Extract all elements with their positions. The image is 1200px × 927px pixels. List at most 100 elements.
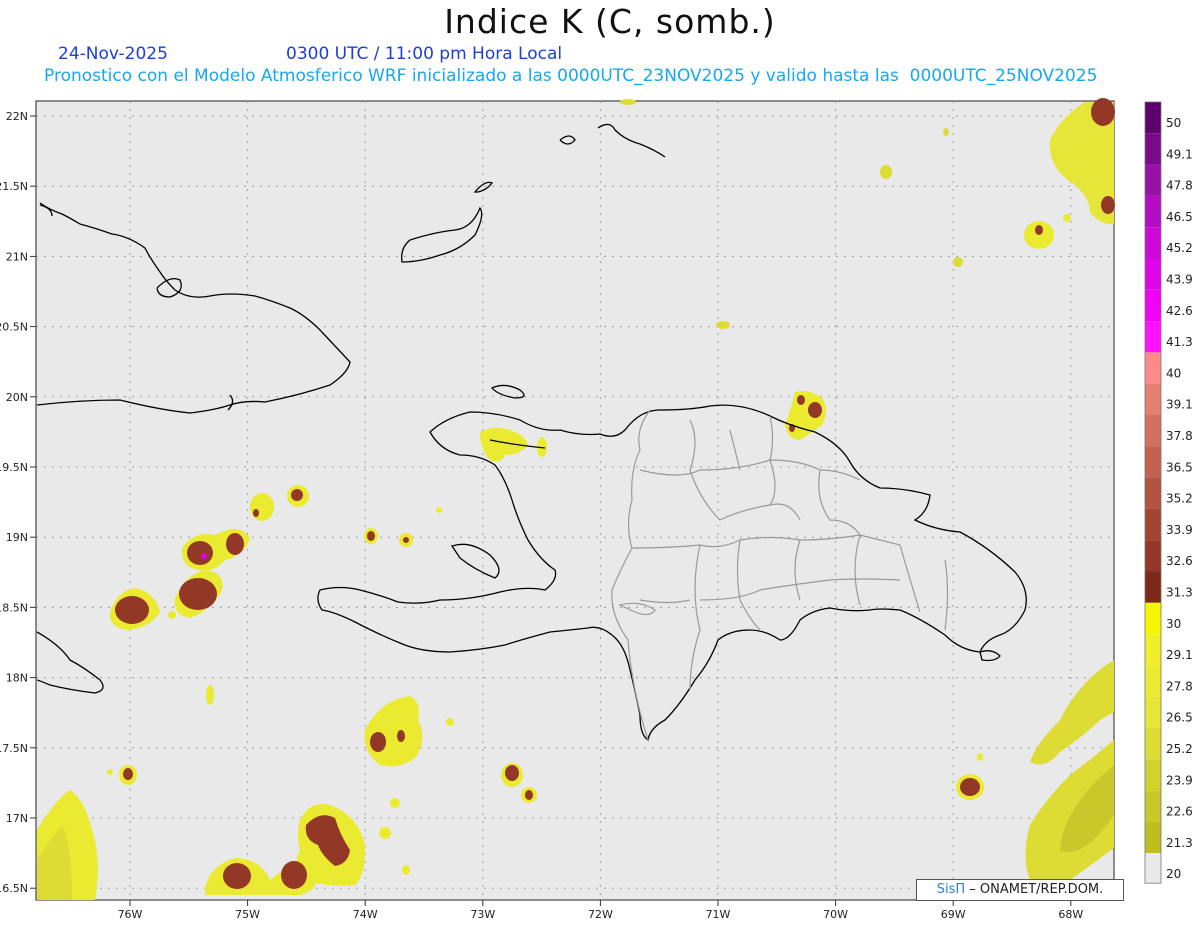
k-core-south-4: [123, 768, 133, 780]
legend-frame: [1144, 101, 1162, 884]
k-area-speck-4: [620, 99, 636, 105]
k-core-ne-small: [1035, 225, 1043, 235]
lat-label: 17N: [6, 812, 28, 825]
k-core-west-8: [367, 531, 375, 541]
legend-swatch: [1145, 258, 1161, 290]
legend-swatch: [1145, 352, 1161, 384]
map-title: Indice K (C, somb.): [444, 2, 776, 41]
k-core-west-9: [403, 537, 409, 543]
legend-label: 47.8: [1166, 179, 1193, 193]
k-area-speck-8: [446, 718, 454, 726]
legend-swatch: [1145, 571, 1161, 603]
legend-swatch: [1145, 759, 1161, 791]
k-area-west-2: [250, 493, 274, 521]
border-province-1: [689, 419, 801, 521]
k-area-speck-7: [436, 507, 442, 513]
legend-label: 21.3: [1166, 836, 1193, 850]
coast-cuba-islet-3: [227, 394, 234, 411]
border-haiti-dr: [611, 409, 651, 741]
lat-label: 17.5N: [0, 742, 28, 755]
k-area-southeast-inner: [1060, 765, 1114, 853]
k-core-southeast-2: [960, 778, 980, 796]
k-area-nw-haiti-2: [537, 437, 547, 457]
legend-swatch: [1145, 227, 1161, 259]
coast-cuba-islet-1: [39, 204, 53, 217]
coastlines: [36, 123, 1027, 742]
k-area-speck-9: [390, 798, 400, 808]
legend-swatch: [1145, 133, 1161, 165]
lat-label: 19.5N: [0, 461, 28, 474]
legend-label: 36.5: [1166, 460, 1193, 474]
k-area-northeast: [1049, 102, 1114, 225]
coast-hispaniola: [317, 404, 1027, 742]
lon-label: 75W: [235, 908, 260, 921]
map-background: [35, 100, 1115, 901]
lon-label: 68W: [1058, 908, 1083, 921]
k-core-north-coast-1: [808, 402, 822, 418]
coast-cuba: [36, 202, 351, 414]
legend-swatch: [1145, 853, 1161, 884]
forecast-date: 24-Nov-2025: [58, 44, 168, 64]
lat-label: 19N: [6, 531, 28, 544]
legend-swatch: [1145, 383, 1161, 415]
lat-label: 20.5N: [0, 321, 28, 334]
credit-box: SisΠ – ONAMET/REP.DOM.: [916, 879, 1124, 901]
legend-label: 45.2: [1166, 241, 1193, 255]
coast-island-1: [473, 181, 493, 193]
lat-label: 21N: [6, 250, 28, 263]
coast-island-4: [490, 384, 525, 399]
k-area-speck-2: [953, 257, 963, 267]
lon-label: 70W: [823, 908, 848, 921]
k-core-northeast-1: [1091, 98, 1115, 126]
legend-label: 23.9: [1166, 773, 1193, 787]
map-axes: 22N 21.5N 21N 20.5N 20N 19.5N 19N 18.5N 18N 17.5N…: [0, 110, 1083, 921]
coast-cuba-islet-2: [156, 277, 182, 298]
legend-label: 46.5: [1166, 210, 1193, 224]
lon-label: 72W: [588, 908, 613, 921]
legend-swatch: [1145, 540, 1161, 572]
border-province-6: [769, 459, 861, 536]
k-area-northwest-haiti: [480, 427, 528, 462]
lat-label: 22N: [6, 110, 28, 123]
k-core-south-3: [525, 790, 533, 800]
legend-swatch: [1145, 602, 1161, 635]
legend-label: 37.8: [1166, 429, 1193, 443]
legend-label: 22.6: [1166, 805, 1193, 819]
legend-swatch: [1145, 728, 1161, 760]
k-area-southwest-inner: [37, 825, 72, 900]
legend-swatch: [1145, 289, 1161, 322]
legend-swatch: [1145, 696, 1161, 728]
k-core-south-1b: [397, 730, 405, 742]
lat-label: 16.5N: [0, 882, 28, 895]
forecast-description: Pronostico con el Modelo Atmosferico WRF…: [44, 66, 1098, 86]
legend-label: 29.1: [1166, 648, 1193, 662]
legend-swatch: [1145, 634, 1161, 666]
legend-label: 49.1: [1166, 147, 1193, 161]
lon-label: 74W: [353, 908, 378, 921]
legend-label: 31.3: [1166, 586, 1193, 600]
k-core-bottom-1: [305, 815, 350, 866]
border-province-3: [631, 534, 901, 549]
k-core-west-5: [115, 596, 149, 624]
legend-swatch: [1145, 665, 1161, 697]
lat-label: 21.5N: [0, 180, 28, 193]
k-area-speck-5: [943, 128, 949, 136]
legend-label: 35.2: [1166, 492, 1193, 506]
legend-label: 40: [1166, 366, 1181, 380]
lon-label: 76W: [118, 908, 143, 921]
k-core-south-2: [505, 765, 519, 781]
coast-island-2: [559, 135, 576, 145]
k-area-speck-12: [107, 769, 113, 775]
border-enriquillo: [618, 602, 656, 616]
lon-label: 69W: [941, 908, 966, 921]
coast-island-3: [597, 123, 666, 158]
legend-swatch: [1145, 508, 1161, 541]
legend-label: 50: [1166, 116, 1181, 130]
forecast-time: 0300 UTC / 11:00 pm Hora Local: [286, 44, 563, 64]
k-core-bottom-2b: [281, 861, 307, 889]
coast-saona: [979, 650, 1001, 662]
k-area-west-6: [168, 611, 176, 619]
k-core-northeast-2: [1101, 196, 1115, 214]
credit-brand: SisΠ: [936, 882, 966, 897]
